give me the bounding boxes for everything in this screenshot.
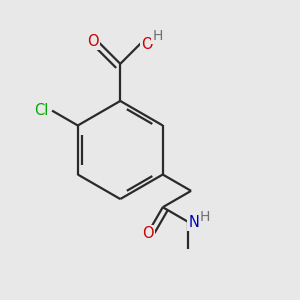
Text: O: O (142, 226, 154, 242)
Text: H: H (152, 29, 163, 43)
Text: H: H (200, 210, 210, 224)
Text: Cl: Cl (34, 103, 49, 118)
Text: N: N (188, 215, 199, 230)
Text: O: O (87, 34, 98, 49)
Text: O: O (141, 37, 152, 52)
